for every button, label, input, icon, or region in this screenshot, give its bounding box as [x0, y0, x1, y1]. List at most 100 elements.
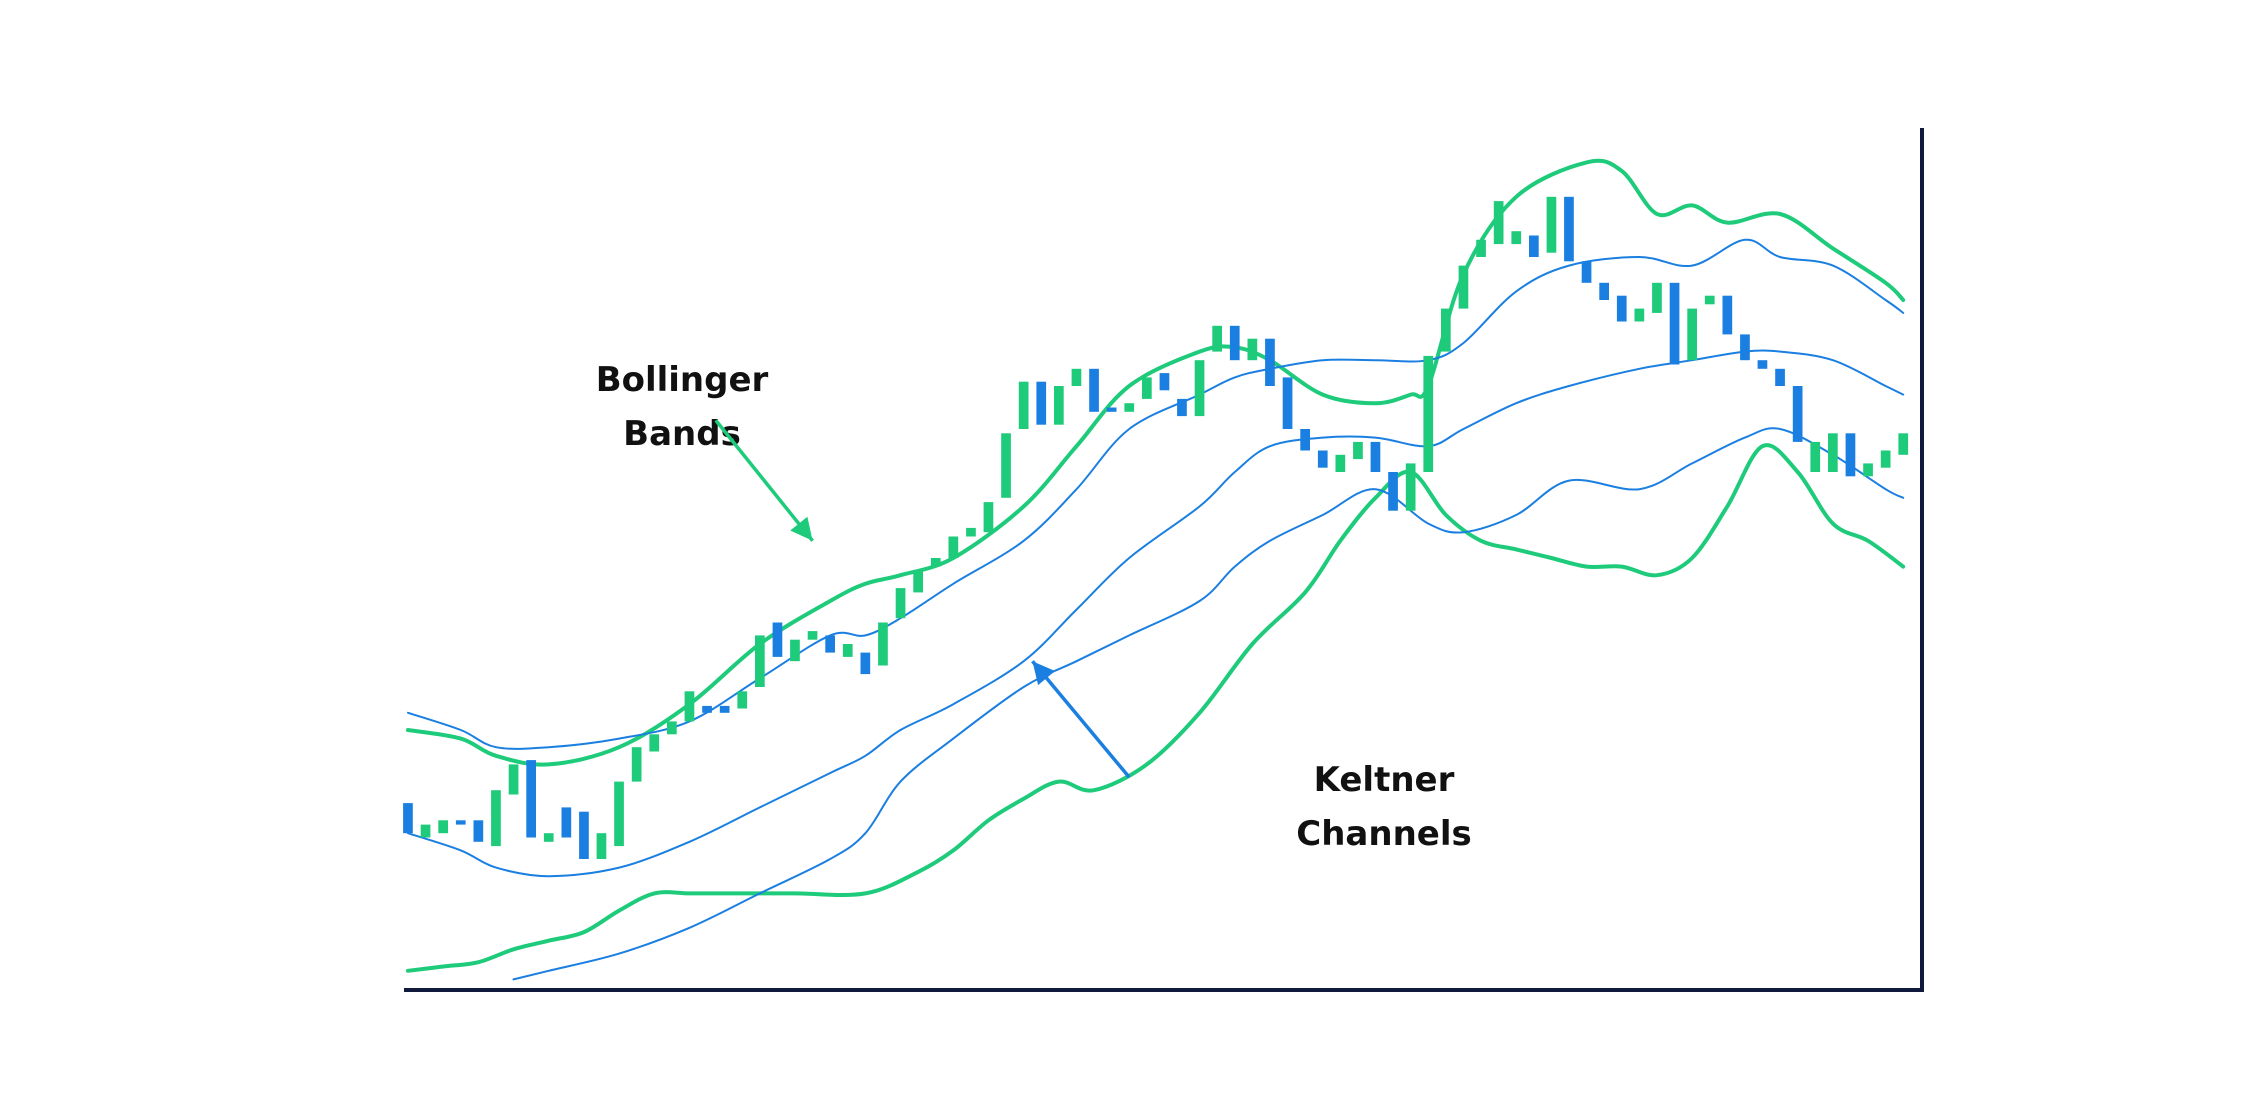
candle-down [1036, 381, 1047, 425]
candle-up [684, 691, 695, 722]
candle-up [948, 536, 959, 558]
bollinger-lower-line [406, 443, 1906, 973]
candle-down [561, 807, 572, 838]
candle-up [438, 820, 448, 834]
candle-up [649, 734, 660, 752]
candle-up [878, 622, 888, 666]
candle-up [807, 631, 818, 640]
candle-up [508, 764, 519, 795]
candle-down [1177, 398, 1187, 417]
candle-down [1581, 261, 1592, 283]
annotation-layer: Bollinger Bands Keltner Channels [596, 360, 1472, 854]
candle-down [702, 705, 712, 713]
candle-up [895, 588, 906, 619]
candle-down [772, 622, 783, 657]
candle-up [1247, 338, 1258, 361]
candle-down [1616, 295, 1627, 322]
candle-up [543, 833, 554, 842]
candle-up [1898, 433, 1909, 455]
candle-down [1529, 235, 1539, 257]
candle-up [1458, 265, 1469, 309]
candle-up [1704, 295, 1715, 305]
candle-up [1054, 386, 1064, 425]
bollinger-label-line2: Bands [623, 414, 741, 454]
candle-up [596, 833, 607, 859]
candle-down [473, 820, 484, 842]
candle-up [1335, 454, 1346, 472]
candle-down [455, 820, 466, 825]
bollinger-label-line1: Bollinger [596, 360, 769, 400]
candle-up [614, 781, 624, 847]
candle-down [1792, 386, 1803, 442]
candle-down [1229, 325, 1240, 361]
axes-layer [404, 128, 1924, 992]
candle-up [631, 747, 642, 782]
candle-up [842, 644, 853, 657]
candle-up [966, 527, 976, 537]
candle-up [913, 570, 923, 593]
candle-up [1687, 308, 1697, 361]
candle-up [1493, 201, 1504, 245]
candle-down [1317, 450, 1328, 468]
keltner-label-line2: Channels [1296, 814, 1471, 854]
candle-down [1300, 429, 1310, 451]
candle-down [1106, 407, 1117, 412]
candle-up [1071, 368, 1082, 386]
candle-down [1265, 338, 1275, 386]
candle-up [1810, 441, 1821, 472]
candle-down [1845, 433, 1856, 477]
candle-down [526, 760, 536, 838]
candle-down [860, 652, 871, 675]
candle-down [825, 635, 835, 653]
candle-down [1722, 295, 1733, 335]
candle-up [1828, 433, 1838, 472]
candle-up [491, 790, 501, 847]
candle-down [1740, 334, 1750, 361]
candle-down [1599, 282, 1609, 300]
candle-up [1353, 441, 1363, 460]
candle-up [1441, 308, 1451, 352]
candle-up [1423, 355, 1434, 472]
candle-up [1863, 463, 1873, 477]
keltner-middle-line [407, 349, 1905, 878]
candle-up [1652, 282, 1662, 313]
candle-down [1564, 196, 1574, 262]
candle-up [1880, 450, 1891, 468]
candle-down [719, 705, 730, 713]
candle-down [1282, 377, 1293, 429]
candle-down [403, 803, 413, 834]
candle-down [1089, 368, 1099, 412]
candle-up [1546, 196, 1557, 253]
candle-up [1511, 231, 1522, 245]
candles-layer [403, 196, 1909, 859]
candle-down [1775, 368, 1785, 386]
candle-up [930, 558, 941, 567]
candle-up [790, 639, 800, 662]
candle-up [420, 824, 431, 838]
candle-up [1142, 377, 1152, 399]
keltner-label-line1: Keltner [1314, 760, 1455, 800]
candle-up [755, 635, 765, 687]
bollinger-arrow-head [790, 516, 813, 541]
bollinger-arrow-line [714, 419, 814, 542]
candle-up [1634, 308, 1645, 322]
keltner-lower-line [512, 427, 1905, 981]
candle-down [579, 811, 589, 859]
candle-down [1757, 360, 1768, 369]
candle-up [1001, 433, 1011, 498]
bollinger-upper-line [406, 158, 1906, 767]
candle-up [1405, 463, 1416, 511]
candle-down [1669, 282, 1680, 365]
candle-up [1018, 381, 1029, 429]
candle-up [737, 691, 748, 709]
keltner-arrow-line [1031, 660, 1131, 779]
candle-down [1388, 472, 1398, 511]
candle-up [667, 721, 677, 735]
candle-up [983, 502, 994, 533]
candle-down [1370, 441, 1381, 472]
keltner-arrow-head [1032, 661, 1056, 686]
candle-up [1476, 239, 1486, 257]
candle-down [1159, 373, 1170, 391]
candle-up [1124, 403, 1135, 412]
